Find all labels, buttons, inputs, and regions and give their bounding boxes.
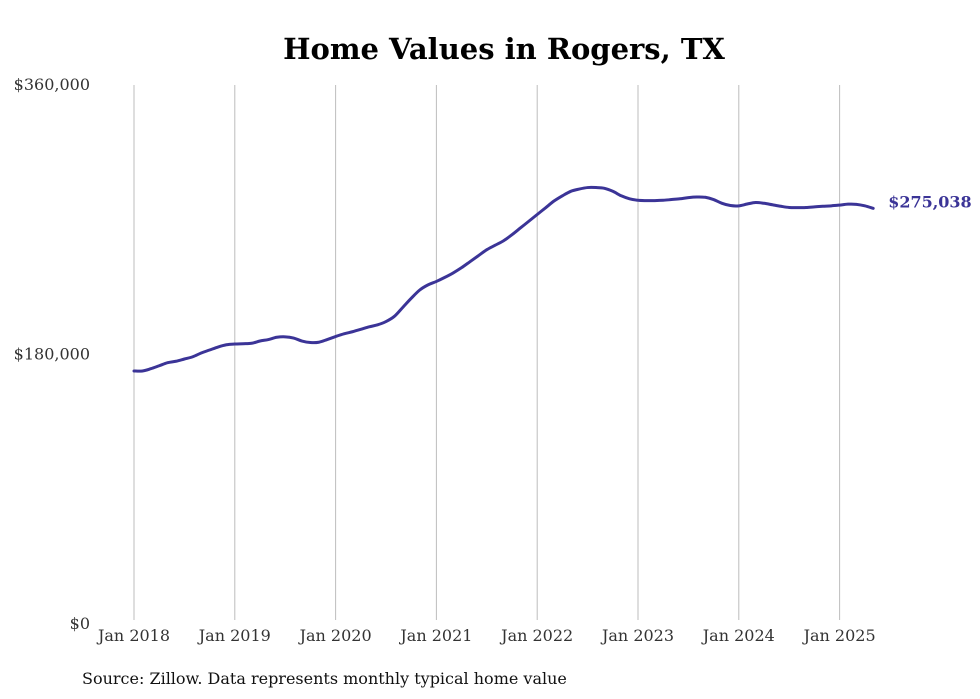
x-tick-label: Jan 2021	[398, 626, 472, 645]
source-note: Source: Zillow. Data represents monthly …	[82, 669, 567, 688]
x-tick-label: Jan 2023	[600, 626, 674, 645]
x-tick-label: Jan 2025	[802, 626, 876, 645]
y-axis-ticks: $0 $180,000 $360,000	[14, 75, 90, 633]
x-axis-ticks: Jan 2018 Jan 2019 Jan 2020 Jan 2021 Jan 2022…	[96, 626, 876, 645]
y-tick-label: $360,000	[14, 75, 90, 94]
x-tick-label: Jan 2020	[298, 626, 372, 645]
x-tick-label: Jan 2019	[197, 626, 271, 645]
end-value-label: $275,038	[888, 192, 972, 211]
y-tick-label: $180,000	[14, 345, 90, 364]
chart-title: Home Values in Rogers, TX	[283, 32, 725, 66]
grid-lines	[133, 85, 841, 620]
x-tick-label: Jan 2018	[96, 626, 170, 645]
x-tick-label: Jan 2024	[701, 626, 775, 645]
series-line-home-value	[132, 185, 875, 373]
y-tick-label: $0	[70, 614, 90, 633]
x-tick-label: Jan 2022	[499, 626, 573, 645]
